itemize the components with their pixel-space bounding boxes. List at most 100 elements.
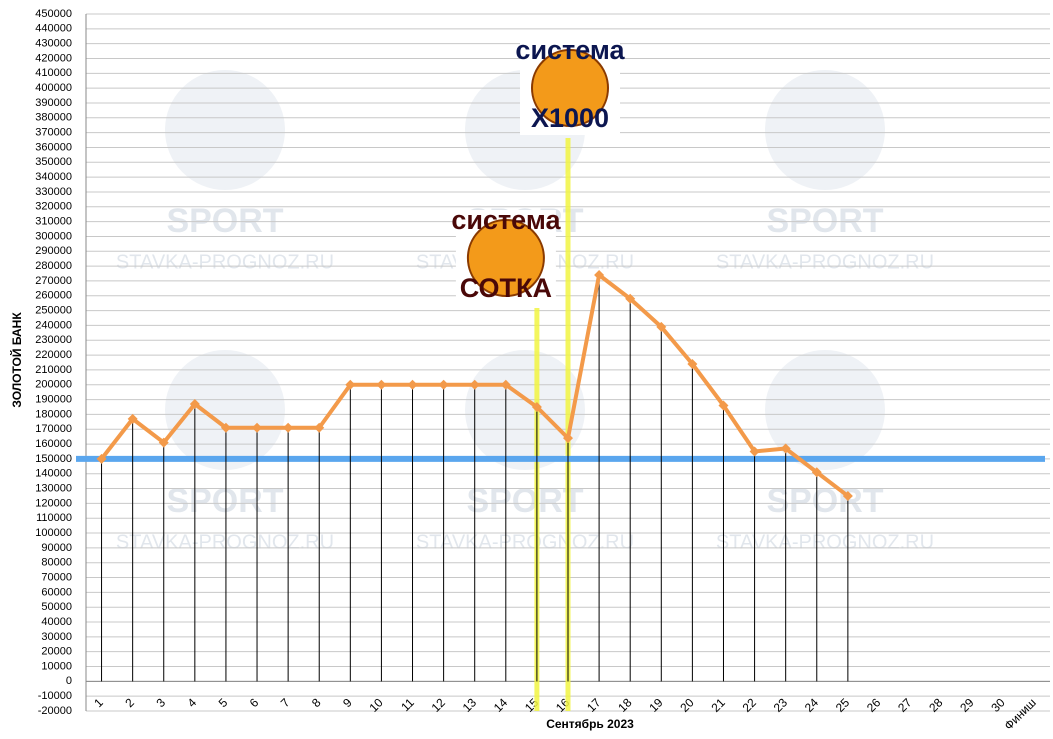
y-tick-label: 320000 [35, 201, 72, 213]
x-tick-label: 9 [340, 695, 355, 710]
watermark: STAVKA-PROGNOZ.RU [116, 531, 334, 553]
x-tick-label: 7 [278, 695, 293, 710]
y-tick-label: 200000 [35, 379, 72, 391]
point [749, 446, 760, 457]
x-tick-label: 29 [957, 695, 977, 715]
y-tick-label: 20000 [41, 646, 72, 658]
x-tick-label: 2 [122, 695, 137, 710]
point [718, 400, 729, 411]
point [780, 443, 791, 454]
x-tick-label: 10 [366, 695, 386, 715]
point [625, 293, 636, 304]
y-tick-label: 10000 [41, 660, 72, 672]
y-tick-label: 450000 [35, 8, 72, 20]
y-tick-label: 220000 [35, 349, 72, 361]
y-tick-label: 310000 [35, 216, 72, 228]
x-tick-label: 3 [153, 695, 168, 710]
annotation: СОТКА [460, 273, 552, 303]
point [252, 422, 263, 433]
y-tick-label: -10000 [38, 690, 72, 702]
y-tick-label: 0 [66, 675, 72, 687]
y-tick-label: 420000 [35, 52, 72, 64]
y-tick-label: 430000 [35, 38, 72, 50]
point [376, 379, 387, 390]
y-tick-label: 50000 [41, 601, 72, 613]
y-tick-label: 290000 [35, 245, 72, 257]
point [563, 433, 573, 444]
y-tick-label: 350000 [35, 156, 72, 168]
y-tick-label: 410000 [35, 67, 72, 79]
x-tick-label: 23 [771, 695, 791, 715]
y-tick-label: 130000 [35, 482, 72, 494]
x-tick-label: 22 [740, 695, 760, 715]
x-tick-label: 19 [646, 695, 666, 715]
x-tick-label: 12 [429, 695, 449, 715]
x-tick-label: 20 [677, 695, 697, 715]
point [283, 422, 294, 433]
watermark: SPORT [766, 202, 883, 240]
y-tick-label: 40000 [41, 616, 72, 628]
y-tick-label: 340000 [35, 171, 72, 183]
y-tick-label: 280000 [35, 260, 72, 272]
y-tick-label: 370000 [35, 127, 72, 139]
x-tick-label: 13 [460, 695, 480, 715]
point [438, 379, 449, 390]
y-tick-label: 390000 [35, 97, 72, 109]
annotation: система [451, 205, 561, 235]
y-tick-label: 150000 [35, 453, 72, 465]
y-tick-label: 360000 [35, 141, 72, 153]
watermark: SPORT [766, 482, 883, 520]
point [594, 270, 605, 281]
y-tick-label: 330000 [35, 186, 72, 198]
point [96, 453, 107, 464]
x-tick-label: 26 [864, 695, 884, 715]
point [811, 467, 822, 478]
y-tick-label: 140000 [35, 468, 72, 480]
annotation-logo [466, 219, 545, 297]
x-tick-label: 4 [185, 695, 200, 710]
x-tick-label: 25 [833, 695, 853, 715]
point [189, 399, 200, 410]
y-tick-label: 100000 [35, 527, 72, 539]
annotation-logo [531, 49, 609, 127]
watermark: STAVKA-PROGNOZ.RU [116, 251, 334, 273]
x-tick-label: 28 [926, 695, 946, 715]
y-tick-label: 230000 [35, 334, 72, 346]
annotation: X1000 [531, 103, 609, 133]
x-tick-label: Финиш [1001, 695, 1038, 732]
y-tick-label: 400000 [35, 82, 72, 94]
point [469, 379, 480, 390]
point [314, 422, 325, 433]
y-tick-label: 180000 [35, 408, 72, 420]
annotation: система [515, 35, 625, 65]
watermark: STAVKA-PROGNOZ.RU [716, 531, 934, 553]
watermark-logo [165, 70, 285, 190]
watermark-logo [765, 70, 885, 190]
y-axis-label: ЗОЛОТОЙ БАНК [9, 312, 24, 408]
y-tick-label: 110000 [36, 512, 72, 524]
y-tick-label: 90000 [41, 542, 72, 554]
x-tick-label: 6 [247, 695, 262, 710]
point [842, 490, 853, 501]
watermark-logo [465, 350, 585, 470]
x-tick-label: 24 [802, 695, 822, 715]
y-tick-label: 210000 [35, 364, 72, 376]
y-tick-label: -20000 [38, 705, 72, 717]
x-tick-label: 1 [91, 695, 106, 710]
watermark-logo [765, 350, 885, 470]
point [531, 401, 542, 412]
y-tick-label: 80000 [41, 557, 72, 569]
watermark-logo [165, 350, 285, 470]
y-tick-label: 260000 [35, 290, 72, 302]
x-tick-label: 21 [709, 695, 729, 715]
y-tick-label: 380000 [35, 112, 72, 124]
y-tick-label: 70000 [41, 571, 72, 583]
point [127, 413, 138, 424]
x-tick-label: 5 [216, 695, 231, 710]
point [158, 437, 169, 448]
y-tick-label: 240000 [35, 319, 72, 331]
y-tick-label: 250000 [35, 305, 72, 317]
point [656, 321, 667, 332]
x-tick-label: 17 [584, 695, 604, 715]
